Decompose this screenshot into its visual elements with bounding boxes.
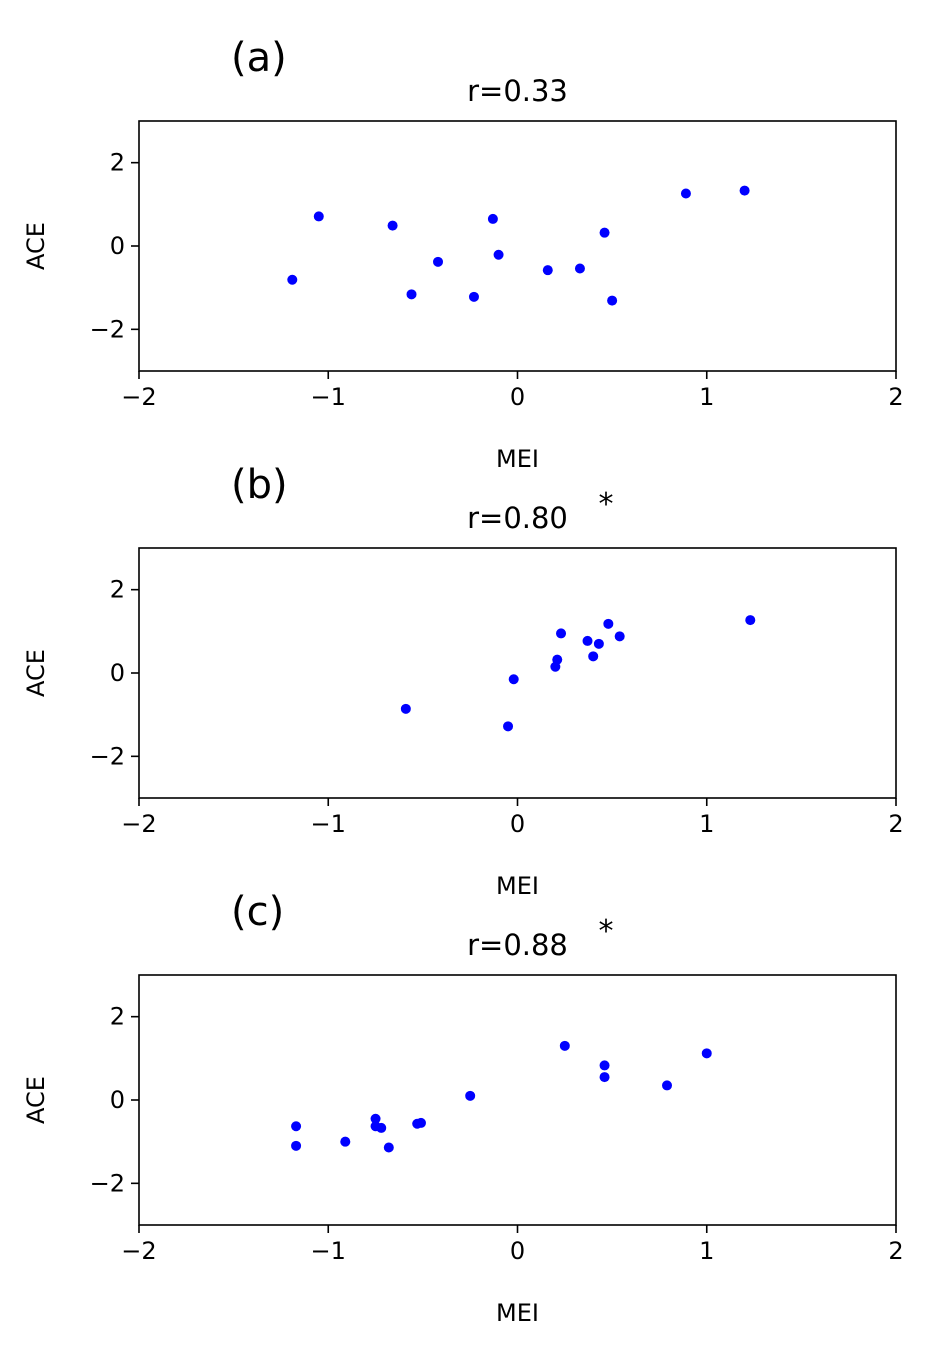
data-point [370, 1113, 381, 1124]
y-tick-label: 0 [110, 659, 125, 687]
x-tick-label: 2 [888, 810, 903, 838]
y-tick-label: 2 [110, 149, 125, 177]
data-point [745, 615, 756, 626]
data-point [433, 256, 444, 267]
chart-title: r=0.88 [467, 928, 568, 962]
x-tick-label: −1 [311, 810, 346, 838]
data-point [556, 628, 567, 639]
y-axis-label: ACE [22, 222, 50, 270]
data-point [588, 651, 599, 662]
data-point [662, 1080, 673, 1091]
plot-frame [138, 120, 897, 372]
x-tick-label: 0 [510, 1237, 525, 1265]
y-tick-label: −2 [90, 315, 125, 343]
panel-label: (c) [231, 889, 284, 935]
significance-mark: * [599, 914, 614, 949]
plot-frame [138, 974, 897, 1226]
data-point [313, 211, 324, 222]
y-axis-label: ACE [22, 1076, 50, 1124]
x-tick-label: −2 [121, 383, 156, 411]
x-tick-label: −2 [121, 1237, 156, 1265]
data-point [291, 1121, 302, 1132]
data-point [287, 274, 298, 285]
y-axis-label: ACE [22, 649, 50, 697]
data-point [503, 721, 514, 732]
x-tick-label: 1 [699, 810, 714, 838]
x-tick-label: −1 [311, 1237, 346, 1265]
data-point [599, 1060, 610, 1071]
y-tick-label: 2 [110, 576, 125, 604]
x-tick-label: 1 [699, 1237, 714, 1265]
x-axis-label: MEI [496, 445, 539, 473]
data-point [574, 263, 585, 274]
x-tick-label: 0 [510, 810, 525, 838]
data-point [291, 1140, 302, 1151]
data-point [406, 289, 417, 300]
data-point [701, 1048, 712, 1059]
data-point [376, 1122, 387, 1133]
data-point [542, 265, 553, 276]
x-tick-label: 1 [699, 383, 714, 411]
x-axis-label: MEI [496, 872, 539, 900]
data-point [415, 1117, 426, 1128]
data-point [680, 188, 691, 199]
data-point [552, 654, 563, 665]
data-point [607, 295, 618, 306]
data-point [614, 631, 625, 642]
data-point [387, 220, 398, 231]
chart-panel-3: (c) r=0.88 * −2 −1 0 1 2 −2 0 2 MEI ACE [22, 889, 904, 1327]
data-point [468, 291, 479, 302]
y-tick-label: −2 [90, 1169, 125, 1197]
y-tick-label: 0 [110, 232, 125, 260]
x-axis-label: MEI [496, 1299, 539, 1327]
chart-title: r=0.33 [467, 74, 568, 108]
data-point [599, 1072, 610, 1083]
plot-frame [138, 547, 897, 799]
y-tick-label: −2 [90, 742, 125, 770]
panel-label: (a) [231, 35, 287, 81]
data-point [340, 1136, 351, 1147]
data-point [508, 674, 519, 685]
data-point [582, 635, 593, 646]
panel-label: (b) [231, 462, 288, 508]
data-point [400, 703, 411, 714]
data-point [383, 1142, 394, 1153]
data-point [559, 1040, 570, 1051]
y-tick-label: 0 [110, 1086, 125, 1114]
chart-panel-1: (a) r=0.33 −2 −1 0 1 2 −2 0 2 MEI ACE [22, 35, 904, 473]
chart-title: r=0.80 [467, 501, 568, 535]
data-point [599, 227, 610, 238]
data-point [487, 213, 498, 224]
data-point [493, 249, 504, 260]
x-tick-label: 0 [510, 383, 525, 411]
data-point [593, 638, 604, 649]
x-tick-label: 2 [888, 1237, 903, 1265]
data-point [465, 1090, 476, 1101]
x-tick-label: 2 [888, 383, 903, 411]
y-tick-label: 2 [110, 1003, 125, 1031]
x-tick-label: −1 [311, 383, 346, 411]
data-point [739, 185, 750, 196]
data-point [603, 618, 614, 629]
x-tick-label: −2 [121, 810, 156, 838]
chart-panel-2: (b) r=0.80 * −2 −1 0 1 2 −2 0 2 MEI ACE [22, 462, 904, 900]
significance-mark: * [599, 487, 614, 522]
